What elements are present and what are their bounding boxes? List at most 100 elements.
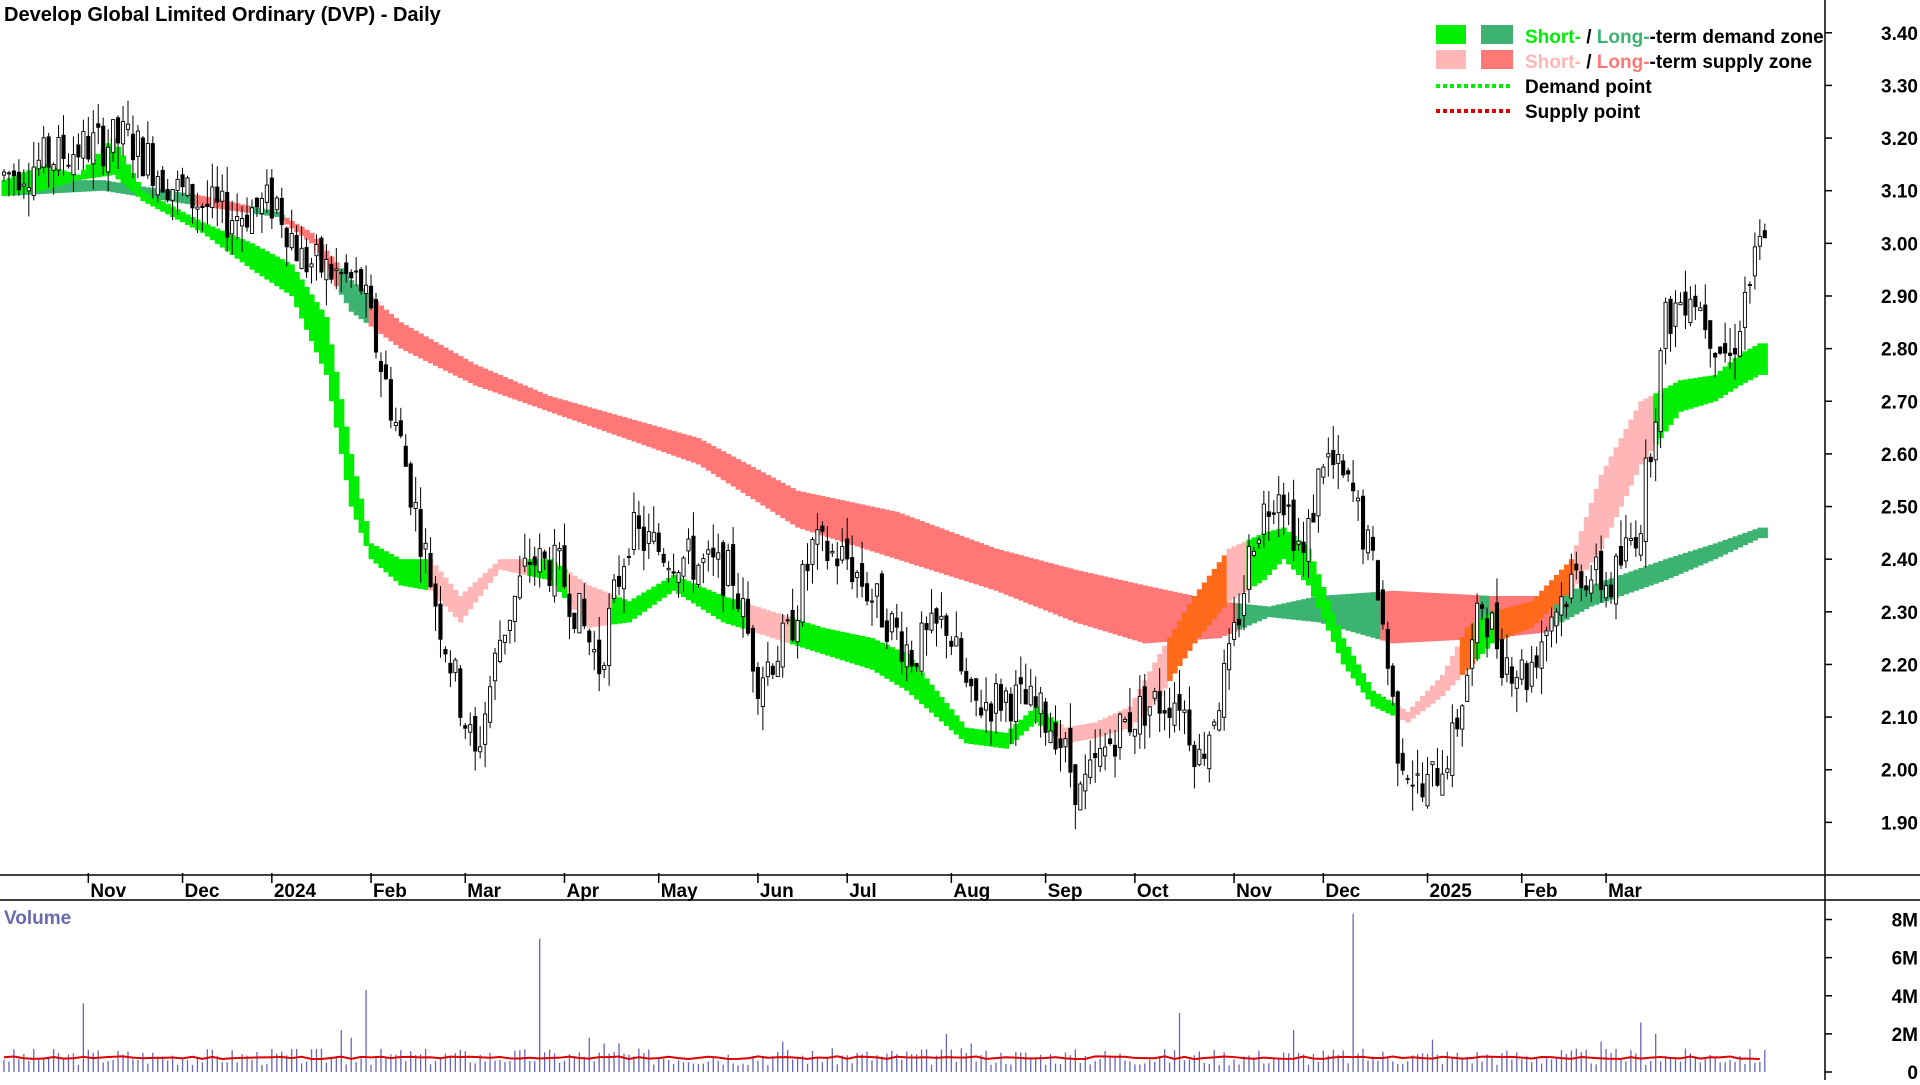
short-term-zone-band [328,344,335,402]
candle-body [492,652,498,682]
short-term-zone-band [373,546,380,564]
candle-body [701,558,706,563]
candle-body [41,137,46,168]
short-term-zone-band [1028,710,1034,727]
candle-body [869,600,875,603]
candle-body [1078,783,1083,811]
long-term-zone-band [958,535,965,580]
short-term-zone-band [1737,353,1744,386]
long-term-zone-band [1276,604,1282,619]
long-term-zone-band [839,500,846,542]
short-term-zone-band [1663,388,1669,432]
candle-body [929,612,934,631]
candle-body [11,170,16,177]
short-term-zone-band [1747,348,1753,381]
long-term-zone-band [418,333,424,359]
long-term-zone-band [854,503,861,547]
short-term-zone-band [1697,377,1704,406]
candle-body [760,677,765,707]
short-term-zone-band [214,228,221,244]
short-term-zone-band [1420,696,1426,712]
candle-body [408,463,413,508]
candle-body [1529,661,1534,687]
short-term-zone-band [204,224,211,237]
candle-body [1212,721,1217,726]
short-term-zone-band [1023,715,1029,732]
candle-body [1534,655,1539,668]
long-term-zone-band [1682,552,1689,572]
short-term-zone-band [1529,601,1535,628]
candle-body [349,272,354,279]
candle-body [542,551,547,559]
candle-body [537,548,542,573]
long-term-zone-band [56,180,62,194]
candle-body [1068,727,1073,773]
short-term-zone-band [924,678,930,709]
short-term-zone-band [1678,380,1684,412]
long-term-zone-band [705,443,712,471]
candle-body [507,619,512,631]
long-term-zone-band [805,492,811,531]
candle-body [1752,246,1757,277]
long-term-zone-band [760,472,766,506]
candle-body [393,422,398,427]
short-term-zone-band [695,585,702,607]
short-term-zone-band [61,170,67,185]
short-term-zone-band [487,568,494,583]
short-term-zone-band [785,616,791,643]
short-term-zone-band [1563,564,1570,596]
long-term-zone-band [1365,592,1372,637]
candle-body [1117,713,1123,748]
long-term-zone-band [775,480,781,515]
long-term-zone-band [1281,603,1287,619]
long-term-zone-band [1400,591,1406,643]
x-tick-label: May [661,881,698,902]
long-term-zone-band [388,313,394,342]
short-term-zone-band [95,153,102,178]
candle-body [1013,684,1018,722]
candle-body [1742,291,1748,328]
short-term-zone-band [408,559,414,588]
candle-body [1187,709,1192,746]
candle-body [919,622,924,672]
candle-body [1683,291,1688,316]
x-tick-label: Feb [373,881,407,902]
short-term-zone-band [1281,527,1287,560]
long-term-zone-band [884,509,890,557]
price-candles [1,100,1767,830]
price-tick-label: 2.80 [1881,340,1918,361]
candle-body [1311,512,1316,523]
short-term-zone-band [1524,602,1530,630]
short-term-zone-band [666,577,672,595]
candle-body [101,125,106,167]
x-tick-label: Sep [1048,881,1083,902]
long-term-zone-band [1082,571,1089,626]
long-term-zone-band [1717,541,1724,557]
candle-body [1375,560,1380,601]
short-term-zone-band [155,198,161,210]
short-term-zone-band [1335,625,1342,654]
short-term-zone-band [130,173,137,193]
candle-body [1613,555,1619,605]
short-term-zone-band [56,168,62,187]
candle-body [81,131,86,159]
candle-body [1673,302,1678,327]
long-term-zone-band [859,504,866,549]
short-term-zone-band [557,565,563,593]
long-term-zone-band [909,517,915,564]
candle-body [889,613,894,633]
candle-body [294,234,299,262]
long-term-zone-band [125,184,132,195]
candle-body [1732,348,1738,355]
short-term-zone-band [165,203,171,215]
long-term-zone-band [824,497,831,538]
short-term-zone-band [1191,596,1198,644]
short-term-zone-band [596,589,603,627]
candle-body [780,622,785,668]
long-term-zone-band [636,421,642,444]
long-term-zone-band [95,180,102,191]
long-term-zone-band [869,506,876,552]
short-term-zone-band [571,575,578,610]
short-term-zone-band [1296,540,1302,575]
short-term-zone-band [1310,561,1317,597]
